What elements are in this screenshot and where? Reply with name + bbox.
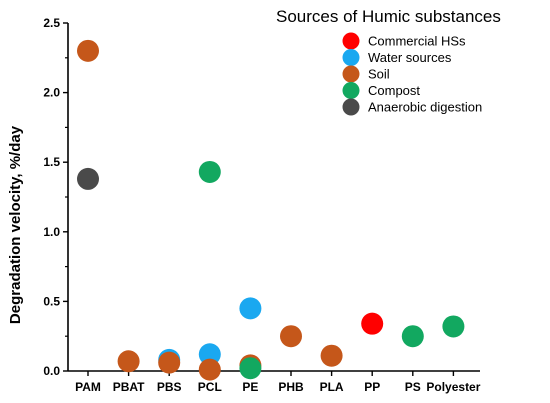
y-tick-label: 2.5 — [43, 16, 60, 30]
legend-label: Water sources — [368, 50, 452, 65]
x-tick-label: Polyester — [426, 380, 480, 394]
data-points — [77, 39, 465, 381]
legend-label: Soil — [368, 67, 390, 82]
point-soil — [117, 350, 140, 373]
y-tick-label: 2.0 — [43, 86, 60, 100]
legend-marker — [342, 98, 360, 116]
legend-label: Anaerobic digestion — [368, 100, 482, 115]
point-water-sources — [198, 343, 221, 366]
legend-marker — [342, 65, 360, 83]
legend-title: Sources of Humic substances — [276, 7, 501, 26]
x-tick-label: PS — [405, 380, 421, 394]
x-tick-label: PHB — [278, 380, 304, 394]
x-tick-label: PLA — [320, 380, 344, 394]
y-ticks: 0.0 0.5 1.0 1.5 2.0 2.5 — [43, 16, 68, 378]
legend-marker — [342, 49, 360, 66]
point-soil — [320, 344, 343, 367]
y-tick-label: 1.5 — [43, 155, 60, 169]
x-tick-label: PCL — [198, 380, 222, 394]
y-tick-label: 0.5 — [43, 294, 60, 308]
point-anaerobic-digestion — [77, 167, 99, 190]
x-ticks: PAM PBAT PBS PCL PE PHB PLA PP PS Polyester — [75, 371, 481, 394]
y-tick-label: 1.0 — [43, 225, 60, 239]
x-tick-label: PAM — [75, 380, 101, 394]
point-compost — [442, 315, 465, 338]
x-tick-label: PP — [364, 380, 380, 394]
point-commercial-hss — [361, 312, 384, 335]
y-tick-label: 0.0 — [43, 364, 60, 378]
point-soil — [77, 39, 99, 62]
x-tick-label: PBAT — [113, 380, 145, 394]
legend-label: Compost — [368, 83, 420, 98]
point-soil — [198, 358, 221, 381]
legend-marker — [342, 82, 360, 99]
point-compost — [198, 160, 221, 183]
point-soil — [280, 325, 302, 348]
legend: Sources of Humic substances Commercial H… — [276, 7, 501, 116]
y-axis-label: Degradation velocity, %/day — [7, 125, 24, 324]
point-compost — [401, 325, 424, 348]
point-soil — [158, 351, 181, 374]
legend-label: Commercial HSs — [368, 34, 466, 49]
point-water-sources — [239, 297, 262, 320]
legend-marker — [342, 32, 360, 50]
x-tick-label: PE — [242, 380, 258, 394]
axes — [67, 23, 480, 372]
x-tick-label: PBS — [157, 380, 182, 394]
point-compost — [239, 357, 262, 380]
